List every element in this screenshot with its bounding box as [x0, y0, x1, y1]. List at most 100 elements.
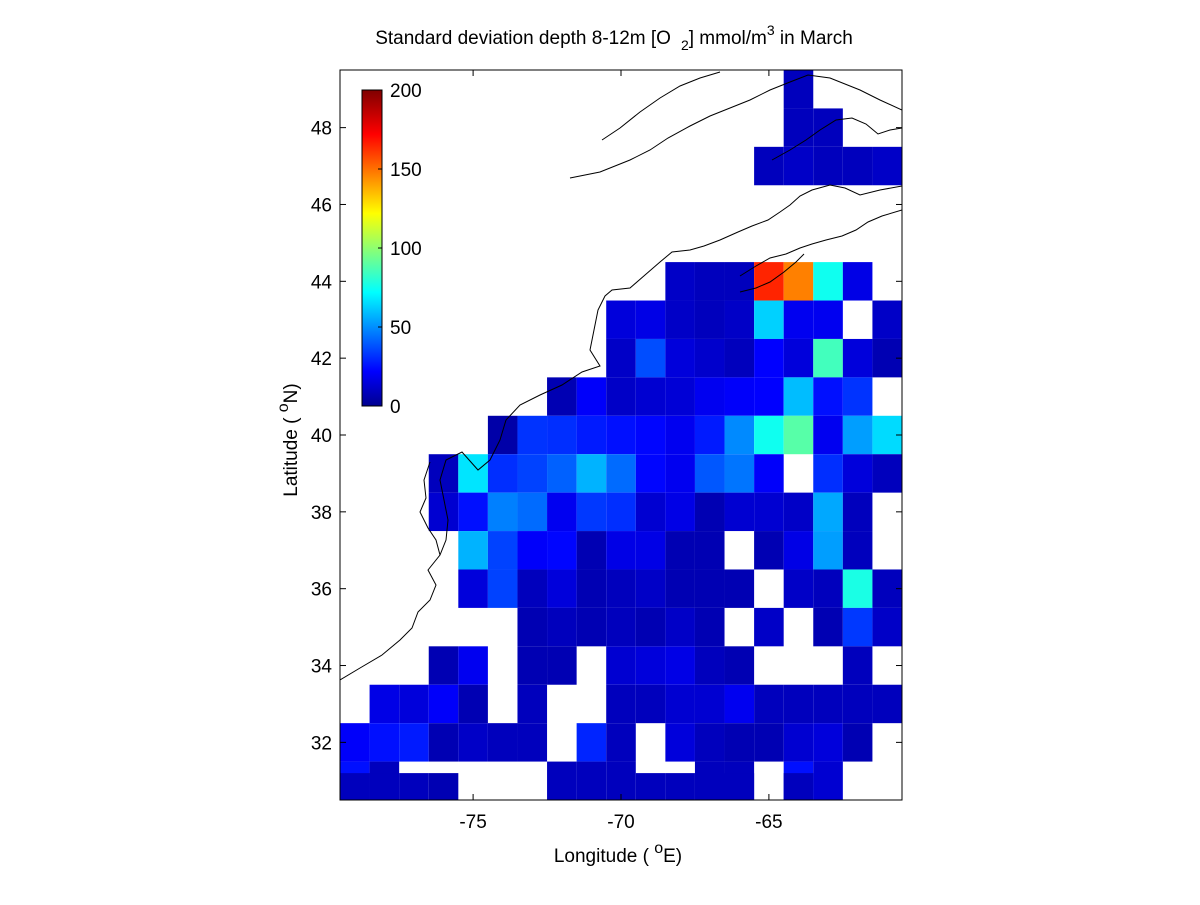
coastline-nova-scotia: [739, 209, 902, 277]
heatmap-cell: [842, 646, 873, 685]
heatmap-cell: [783, 569, 814, 608]
chart-title: Standard deviation depth 8-12m [O 2] mmol…: [375, 22, 853, 53]
colorbar-tick-label: 50: [390, 318, 411, 339]
heatmap-cell: [635, 773, 666, 800]
y-tick-label: 38: [311, 503, 332, 524]
heatmap-cell: [813, 146, 843, 186]
heatmap-cell: [842, 338, 873, 378]
heatmap-cell: [635, 300, 666, 339]
heatmap-cell: [635, 338, 666, 378]
heatmap-cell: [724, 454, 755, 493]
heatmap-cell: [724, 492, 755, 532]
heatmap-cell: [547, 646, 577, 685]
heatmap-cell: [902, 377, 932, 415]
heatmap-cell: [783, 684, 814, 724]
colorbar-tick-label: 200: [390, 81, 422, 102]
heatmap-cell: [517, 684, 548, 724]
heatmap-cell: [754, 492, 784, 532]
heatmap-cell: [694, 569, 725, 608]
heatmap-cell: [369, 723, 400, 762]
heatmap-cell: [340, 773, 370, 800]
heatmap-cell: [635, 492, 666, 532]
x-axis: -75 -70 -65: [459, 70, 783, 833]
heatmap-cell: [783, 531, 814, 570]
heatmap-cell: [547, 454, 577, 493]
heatmap-cell: [547, 531, 577, 570]
heatmap-cells: [340, 70, 932, 800]
heatmap-cell: [724, 262, 755, 301]
heatmap-cell: [665, 300, 695, 339]
title-tail: in March: [775, 28, 853, 49]
heatmap-cell: [428, 773, 459, 800]
heatmap-cell: [813, 607, 843, 647]
heatmap-cell: [902, 762, 932, 800]
heatmap-cell: [783, 300, 814, 339]
heatmap-cell: [754, 377, 784, 416]
heatmap-cell: [665, 262, 695, 301]
coastline-labrador: [601, 71, 721, 141]
heatmap-cell: [902, 685, 932, 723]
heatmap-cell: [813, 338, 843, 378]
heatmap-cell: [754, 607, 784, 647]
heatmap-cell: [517, 531, 548, 570]
coastline-chesapeake: [419, 461, 441, 556]
x-tick-label: -75: [459, 812, 486, 833]
heatmap-cell: [606, 684, 636, 724]
heatmap-cell: [547, 607, 577, 647]
heatmap-cell: [606, 569, 636, 608]
heatmap-cell: [428, 646, 459, 685]
heatmap-cell: [635, 684, 666, 724]
coastline-gulf-stlawrence: [569, 74, 902, 179]
heatmap-cell: [813, 262, 843, 301]
heatmap-cell: [694, 646, 725, 685]
heatmap-cell: [754, 146, 784, 186]
heatmap-cell: [902, 454, 932, 492]
heatmap-cell: [694, 454, 725, 493]
heatmap-cell: [902, 339, 932, 377]
coastline-bay-of-fundy: [739, 253, 805, 293]
heatmap-cell: [458, 646, 488, 685]
x-axis-label: Longitude ( oE): [554, 840, 682, 867]
heatmap-cell: [487, 492, 518, 532]
title-superscript: 3: [767, 22, 775, 38]
heatmap-cell: [813, 531, 843, 570]
heatmap-cell: [754, 454, 784, 493]
heatmap-cell: [872, 607, 902, 647]
heatmap-cell: [694, 338, 725, 378]
heatmap-cell: [635, 569, 666, 608]
heatmap-cell: [724, 338, 755, 378]
heatmap-cell: [783, 415, 814, 455]
title-main: Standard deviation depth 8-12m [O: [375, 28, 671, 49]
heatmap-cell: [665, 646, 695, 685]
heatmap-cell: [665, 569, 695, 608]
heatmap-cell: [842, 569, 873, 608]
y-tick-label: 48: [311, 119, 332, 140]
heatmap-cell: [724, 377, 755, 416]
heatmap-cell: [517, 607, 548, 647]
heatmap-cell: [665, 415, 695, 455]
heatmap-cell: [487, 454, 518, 493]
heatmap-cell: [458, 531, 488, 570]
heatmap-cell: [369, 684, 400, 724]
heatmap-cell: [547, 377, 577, 416]
heatmap-cell: [813, 492, 843, 532]
heatmap-cell: [428, 723, 459, 762]
heatmap-cell: [902, 608, 932, 646]
heatmap-cell: [665, 773, 695, 800]
heatmap-cell: [813, 377, 843, 416]
heatmap-cell: [517, 454, 548, 493]
heatmap-cell: [665, 377, 695, 416]
y-tick-label: 44: [311, 272, 333, 293]
heatmap-cell: [754, 262, 784, 301]
heatmap-cell: [724, 684, 755, 724]
heatmap-cell: [842, 684, 873, 724]
heatmap-cell: [902, 569, 932, 607]
heatmap-cell: [635, 454, 666, 493]
heatmap-cell: [606, 377, 636, 416]
heatmap-cell: [813, 415, 843, 455]
heatmap-cell: [724, 646, 755, 685]
heatmap-cell: [635, 646, 666, 685]
colorbar-tick-label: 0: [390, 397, 401, 418]
heatmap-cell: [606, 454, 636, 493]
